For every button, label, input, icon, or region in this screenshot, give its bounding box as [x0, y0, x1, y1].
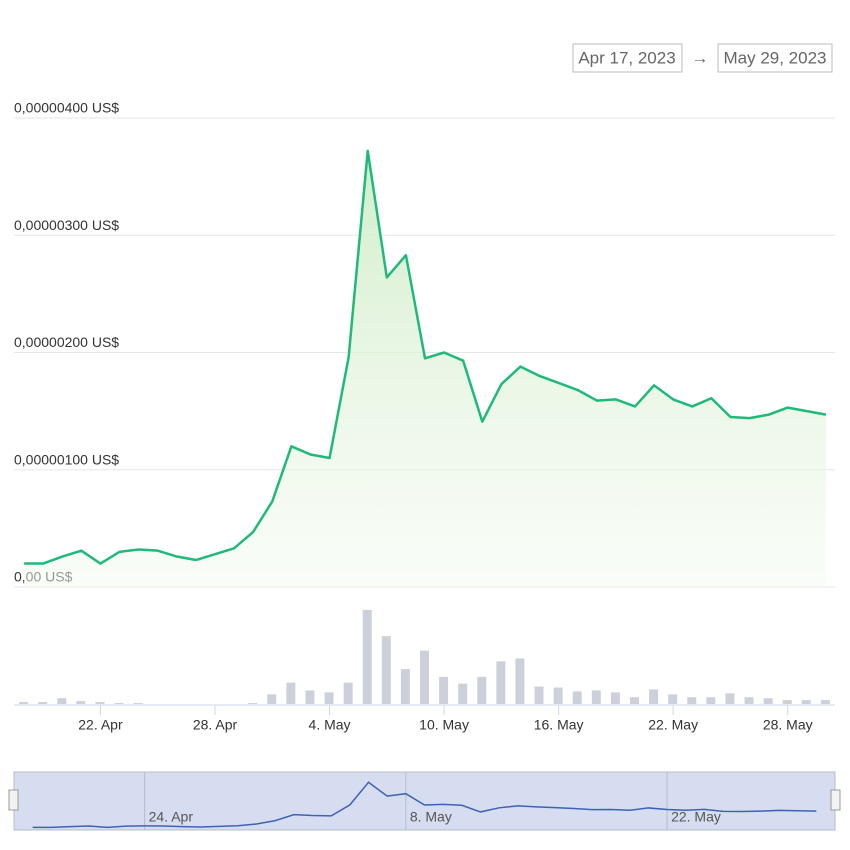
navigator-label: 8. May — [410, 809, 452, 825]
volume-bar — [591, 690, 601, 704]
volume-bar — [630, 697, 639, 704]
volume-bar — [553, 687, 563, 704]
volume-bar — [687, 697, 697, 704]
volume-bar — [477, 676, 487, 704]
navigator-label: 22. May — [671, 809, 721, 825]
navigator-handle[interactable] — [830, 789, 841, 811]
x-tick-label: 28. May — [763, 717, 813, 733]
volume-bar — [362, 609, 372, 704]
volume-bar — [400, 669, 410, 704]
volume-bar — [267, 694, 277, 704]
range-end[interactable]: May 29, 2023 — [723, 48, 826, 67]
volume-bar — [114, 703, 124, 704]
range-end-box[interactable] — [717, 43, 833, 73]
volume-bar — [343, 682, 353, 704]
volume-bar — [248, 703, 258, 704]
volume-bar — [458, 683, 468, 704]
navigator[interactable] — [13, 771, 836, 831]
volume-bar — [381, 636, 391, 704]
volume-bar — [744, 697, 754, 704]
volume-bar — [782, 700, 792, 704]
volume-bar — [496, 661, 506, 704]
y-tick-label: 0,00000300 US$ — [14, 217, 119, 233]
volume-bar — [668, 694, 678, 704]
volume-bar — [572, 691, 582, 704]
y-tick-label: 0,00000100 US$ — [14, 451, 119, 467]
volume-bar — [706, 697, 716, 704]
x-tick-label: 16. May — [534, 717, 584, 733]
x-tick-label: 22. Apr — [78, 717, 123, 733]
volume-bar — [649, 689, 659, 704]
volume-bar — [57, 698, 67, 704]
volume-bar — [610, 692, 620, 704]
volume-bar — [286, 682, 296, 704]
x-tick-label: 4. May — [309, 717, 351, 733]
y-tick-label: 0,00000200 US$ — [14, 334, 119, 350]
range-arrow: → — [692, 48, 709, 67]
x-tick-label: 22. May — [648, 717, 698, 733]
volume-bar — [820, 700, 830, 704]
y-tick-label: 0,00000400 US$ — [14, 100, 119, 116]
volume-bar — [534, 686, 544, 704]
navigator-handle[interactable] — [8, 789, 19, 811]
navigator-line — [32, 781, 817, 829]
volume-bar — [801, 700, 811, 704]
area — [24, 150, 826, 587]
volume-bar — [725, 693, 735, 704]
volume-bar — [439, 676, 449, 704]
volume-bar — [305, 690, 315, 704]
volume-bar — [133, 703, 143, 704]
range-start[interactable]: Apr 17, 2023 — [578, 48, 675, 67]
volume-bar — [76, 701, 86, 704]
x-tick-label: 10. May — [419, 717, 469, 733]
volume-bar — [38, 702, 48, 704]
x-tick-label: 28. Apr — [193, 717, 238, 733]
volume-bar — [324, 692, 334, 704]
volume-bar — [515, 658, 525, 704]
volume-bar — [95, 702, 105, 704]
range-start-box[interactable] — [572, 43, 683, 73]
volume-bar — [420, 650, 429, 704]
price-line — [24, 149, 827, 565]
navigator-label: 24. Apr — [149, 809, 194, 825]
volume-bar — [19, 702, 29, 704]
volume-bar — [763, 698, 773, 704]
